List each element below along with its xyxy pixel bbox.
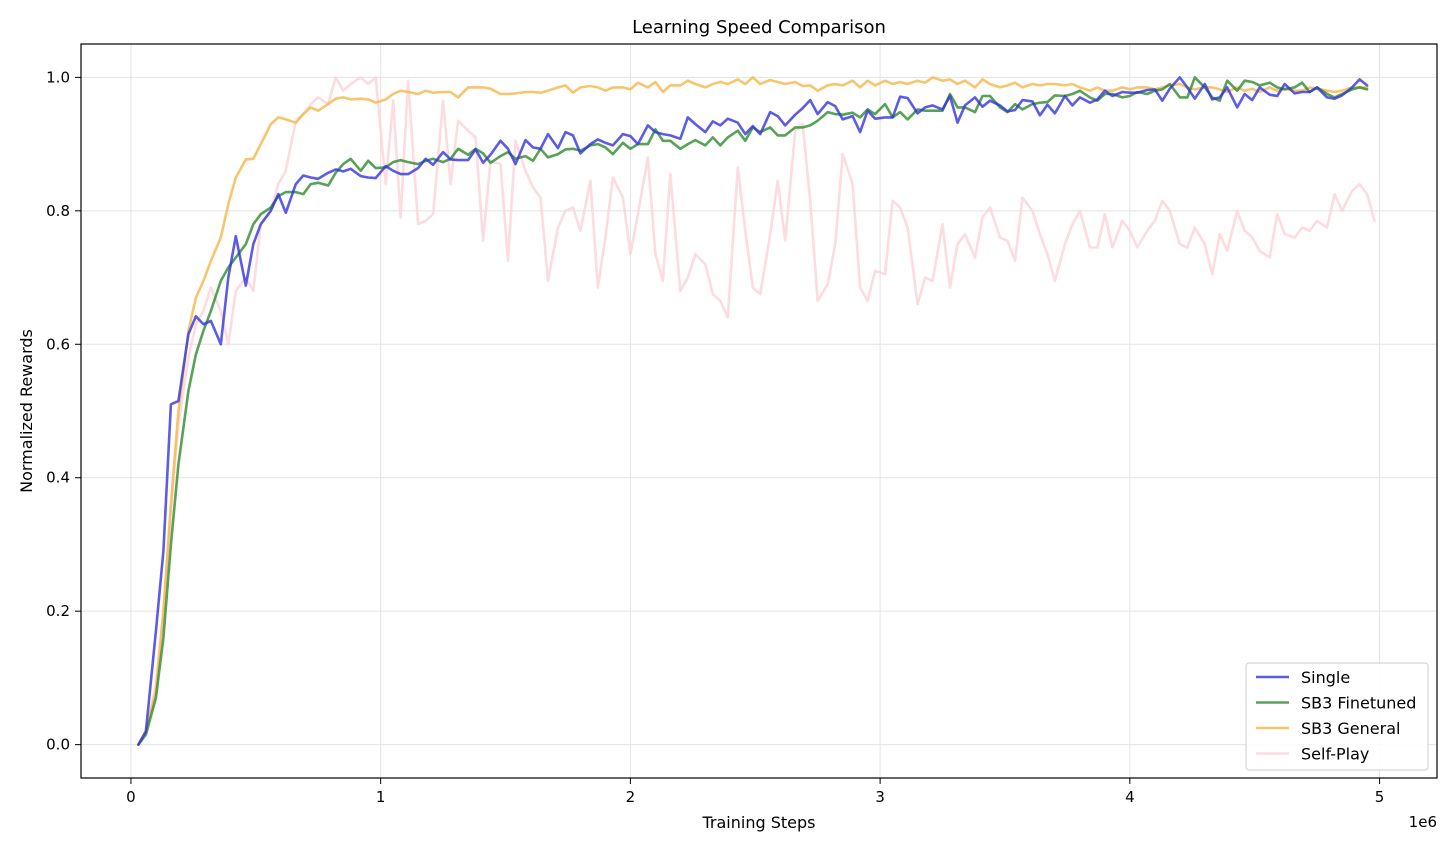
x-axis-label: Training Steps <box>702 813 816 832</box>
x-tick-label: 2 <box>626 788 636 806</box>
series-line-self-play <box>137 76 1376 746</box>
y-tick-label: 0.8 <box>46 202 70 220</box>
grid-lines <box>81 44 1437 778</box>
y-tick-label: 0.2 <box>46 602 70 620</box>
legend-label-single: Single <box>1301 668 1350 687</box>
x-axis-offset-label: 1e6 <box>1409 813 1437 831</box>
legend-label-self-play: Self-Play <box>1301 745 1369 764</box>
legend-label-sb3-general: SB3 General <box>1301 719 1400 738</box>
x-tick-label: 4 <box>1125 788 1135 806</box>
chart-title: Learning Speed Comparison <box>632 17 886 38</box>
y-tick-label: 0.6 <box>46 335 70 353</box>
x-tick-label: 3 <box>875 788 885 806</box>
x-tick-label: 0 <box>126 788 136 806</box>
y-axis-label: Normalized Rewards <box>17 329 36 493</box>
y-tick-label: 1.0 <box>46 68 70 86</box>
plot-frame <box>80 43 1438 779</box>
x-axis-ticks: 0 1 2 3 4 5 <box>126 778 1384 806</box>
y-tick-label: 0.4 <box>46 469 70 487</box>
series-layer <box>137 76 1376 746</box>
series-line-single <box>137 76 1369 746</box>
legend-box <box>1245 662 1429 771</box>
legend-label-sb3-finetuned: SB3 Finetuned <box>1301 694 1416 713</box>
y-tick-label: 0.0 <box>46 736 70 754</box>
series-line-sb3-general <box>137 76 1369 746</box>
legend: Single SB3 Finetuned SB3 General Self-Play <box>1245 662 1429 771</box>
y-axis-ticks: 0.0 0.2 0.4 0.6 0.8 1.0 <box>46 68 81 754</box>
x-tick-label: 1 <box>376 788 386 806</box>
x-tick-label: 5 <box>1375 788 1385 806</box>
